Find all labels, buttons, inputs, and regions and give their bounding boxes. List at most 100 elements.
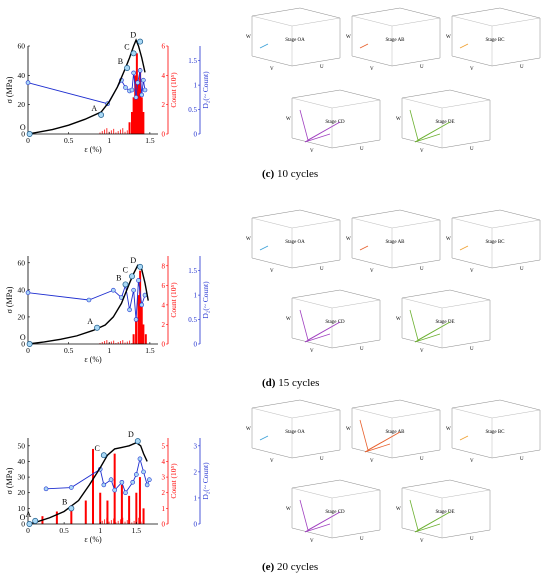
box-edge <box>401 487 443 499</box>
count-bar <box>104 519 106 524</box>
count-tick-label: 6 <box>162 43 166 51</box>
count-tick-label: 4 <box>162 301 166 309</box>
count-bar <box>108 521 110 524</box>
count-bar <box>115 343 117 344</box>
stage-point-A <box>32 517 39 524</box>
stage-label: Stage BC <box>485 38 505 43</box>
count-bar <box>84 500 87 524</box>
d2-point <box>139 92 145 98</box>
count-bar <box>135 341 137 344</box>
box-edge <box>451 407 493 419</box>
x-tick-label: 0.5 <box>64 136 74 145</box>
count-tick-label: 8 <box>162 262 166 270</box>
stage-label: Stage OA <box>285 240 305 245</box>
count-bar <box>142 130 144 134</box>
d2-point <box>43 486 49 492</box>
d2-point <box>134 472 139 477</box>
count-bar <box>117 520 119 524</box>
box-edge <box>391 17 441 27</box>
box-edge <box>291 298 381 349</box>
box-edge <box>331 99 381 109</box>
d2-tick-label: 0.5 <box>188 316 197 324</box>
u-axis-label: U <box>470 537 474 542</box>
stage-plot-c-4: Stage CD W V U <box>286 89 381 154</box>
u-axis-label: U <box>420 65 424 70</box>
count-tick-label: 2 <box>162 101 166 109</box>
stress-axis-label: σ (MPa) <box>5 286 14 313</box>
count-bar <box>106 128 108 134</box>
w-axis-label: W <box>396 317 401 322</box>
stress-tick-label: 20 <box>18 312 26 321</box>
d2-tick-label: 0 <box>194 341 198 349</box>
box-edge <box>451 209 541 260</box>
count-bar <box>140 131 142 134</box>
stage-plot-d-3: Stage BC W V U <box>446 209 541 274</box>
count-bar <box>134 75 137 134</box>
stage-data <box>259 43 269 49</box>
stage-point-label: O <box>20 513 26 522</box>
stage-data <box>359 43 369 49</box>
w-axis-label: W <box>346 35 351 40</box>
d2-tick-label: 2 <box>194 468 198 476</box>
stage-data <box>259 435 269 441</box>
stress-axis-label: σ (MPa) <box>5 467 14 494</box>
box-edge <box>251 399 341 450</box>
stress-axis-label: σ (MPa) <box>5 76 14 103</box>
d2-point <box>142 87 148 93</box>
d2-point <box>137 68 143 73</box>
box-edge <box>441 99 491 109</box>
stress-tick-label: 10 <box>18 504 26 513</box>
box-edge <box>451 16 541 67</box>
count-bar <box>140 97 143 134</box>
d2-point <box>144 482 150 488</box>
count-bar <box>124 131 126 134</box>
stage-point-O <box>26 521 33 527</box>
count-bar <box>137 295 140 344</box>
box-edge <box>251 217 293 229</box>
stage-plot-e-4: Stage CD W V U <box>286 479 381 544</box>
count-tick-label: 4 <box>162 72 166 80</box>
v-axis-label: V <box>420 149 424 154</box>
count-bar <box>117 131 119 134</box>
count-bar <box>135 519 137 524</box>
count-tick-label: 5 <box>162 442 166 450</box>
x-tick-label: 0 <box>26 346 30 355</box>
box-edge <box>401 97 443 109</box>
stage-point-C <box>129 273 135 280</box>
stage-plot-e-3: Stage BC W V U <box>446 399 541 464</box>
caption-e: (e) 20 cycles <box>262 561 319 573</box>
box-edge <box>401 89 491 140</box>
d2-point <box>86 297 92 303</box>
stress-tick-label: 0 <box>21 340 25 349</box>
w-axis-label: W <box>286 317 291 322</box>
d2-point <box>25 290 31 295</box>
box-edge <box>251 15 293 27</box>
box-edge <box>351 16 441 67</box>
count-bar <box>142 520 144 524</box>
box-edge <box>291 89 381 140</box>
count-bar <box>126 520 128 524</box>
box-edge <box>251 7 341 58</box>
v-axis-label: V <box>370 67 374 72</box>
d2-point <box>108 477 114 482</box>
d2-point <box>25 80 31 85</box>
x-tick-label: 0 <box>26 136 30 145</box>
d2-point <box>112 487 117 493</box>
stress-curve <box>27 441 148 525</box>
stage-point-label: A <box>87 317 93 326</box>
d2-tick-label: 0 <box>194 131 198 139</box>
box-edge <box>291 488 381 539</box>
w-axis-label: W <box>396 507 401 512</box>
v-axis-label: V <box>420 349 424 354</box>
stress-tick-label: 60 <box>18 258 26 267</box>
count-bar <box>128 495 131 524</box>
stress-curve <box>27 38 146 135</box>
v-axis-label: V <box>470 67 474 72</box>
count-bar <box>120 484 123 524</box>
box-edge <box>451 15 493 27</box>
u-axis-label: U <box>420 267 424 272</box>
stage-label: Stage BC <box>485 430 505 435</box>
box-edge <box>451 217 493 229</box>
count-bar <box>132 97 135 134</box>
